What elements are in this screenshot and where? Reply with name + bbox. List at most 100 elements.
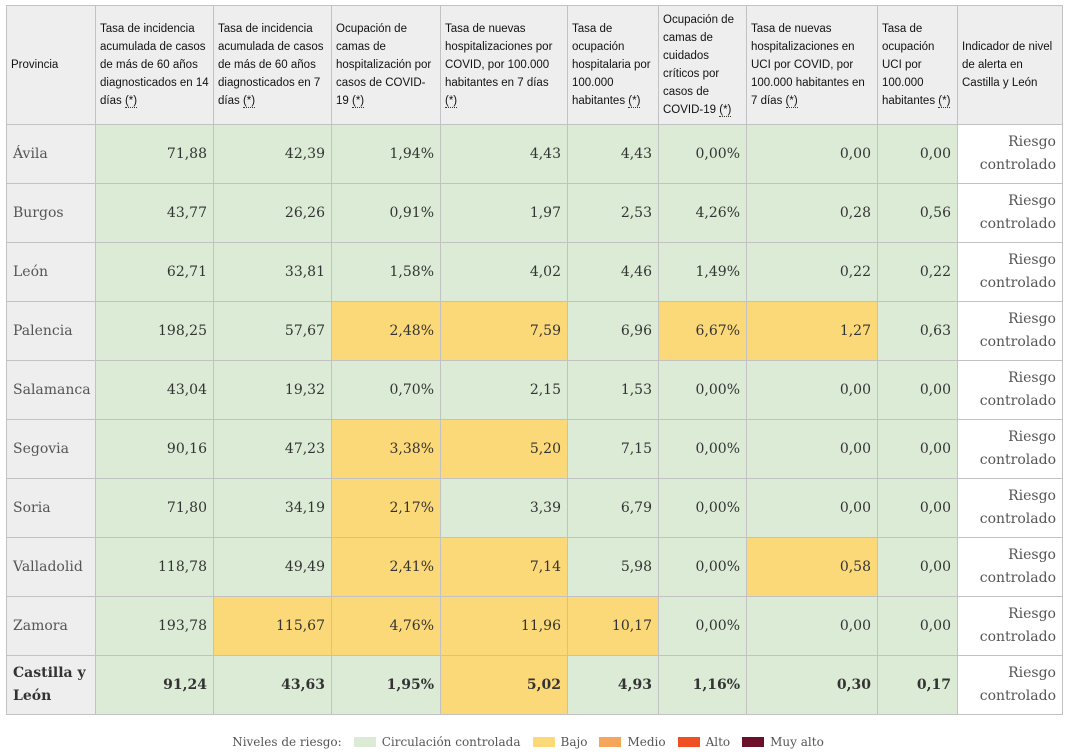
value-cell: 0,00 (746, 124, 878, 184)
value-cell: 1,97 (440, 183, 568, 243)
table-row: Ávila 71,88 42,39 1,94% 4,43 4,43 0,00% 0,00 0,0… (6, 124, 1063, 184)
value-cell: 0,00 (746, 419, 878, 479)
legend-label: Medio (627, 735, 666, 749)
value-cell: 0,00% (658, 360, 747, 420)
value-cell: 5,02 (440, 655, 568, 715)
value-cell: 4,93 (567, 655, 659, 715)
value-cell: 4,43 (440, 124, 568, 184)
value-cell: 90,16 (95, 419, 214, 479)
value-cell: 6,79 (567, 478, 659, 538)
alert-indicator-cell: Riesgo controlado (957, 419, 1063, 479)
table-row: Palencia 198,25 57,67 2,48% 7,59 6,96 6,67% 1,2… (6, 301, 1063, 361)
legend-swatch (742, 737, 765, 747)
value-cell: 6,67% (658, 301, 747, 361)
province-cell: León (6, 242, 96, 302)
value-cell: 91,24 (95, 655, 214, 715)
province-cell: Burgos (6, 183, 96, 243)
footnote-marker[interactable]: (*) (938, 95, 951, 108)
province-cell: Valladolid (6, 537, 96, 597)
value-cell: 0,63 (877, 301, 958, 361)
value-cell: 7,59 (440, 301, 568, 361)
value-cell: 7,14 (440, 537, 568, 597)
value-cell: 43,77 (95, 183, 214, 243)
value-cell: 4,26% (658, 183, 747, 243)
footnote-marker[interactable]: (*) (242, 95, 256, 108)
value-cell: 4,43 (567, 124, 659, 184)
column-header-label: Indicador de nivel de alerta en Castilla… (962, 41, 1053, 89)
footnote-marker[interactable]: (*) (445, 95, 458, 108)
value-cell: 1,58% (331, 242, 441, 302)
alert-indicator-cell: Riesgo controlado (957, 124, 1063, 184)
value-cell: 42,39 (213, 124, 332, 184)
table-row: Segovia 90,16 47,23 3,38% 5,20 7,15 0,00% 0,00 0… (6, 419, 1063, 479)
alert-indicator-cell: Riesgo controlado (957, 360, 1063, 420)
value-cell: 2,15 (440, 360, 568, 420)
value-cell: 19,32 (213, 360, 332, 420)
value-cell: 0,17 (877, 655, 958, 715)
value-cell: 118,78 (95, 537, 214, 597)
value-cell: 47,23 (213, 419, 332, 479)
value-cell: 0,00 (746, 478, 878, 538)
value-cell: 0,28 (746, 183, 878, 243)
column-header: Tasa de ocupación UCI por 100.000 habita… (877, 5, 958, 125)
province-cell: Palencia (6, 301, 96, 361)
column-header: Ocupación de camas de cuidados críticos … (658, 5, 747, 125)
value-cell: 1,94% (331, 124, 441, 184)
value-cell: 0,00 (877, 419, 958, 479)
value-cell: 4,46 (567, 242, 659, 302)
value-cell: 2,53 (567, 183, 659, 243)
legend-swatch (353, 737, 376, 747)
value-cell: 0,00 (877, 537, 958, 597)
value-cell: 71,88 (95, 124, 214, 184)
value-cell: 49,49 (213, 537, 332, 597)
value-cell: 4,76% (331, 596, 441, 656)
value-cell: 34,19 (213, 478, 332, 538)
footnote-marker[interactable]: (*) (124, 95, 138, 108)
legend-item: Bajo (532, 735, 587, 749)
value-cell: 5,20 (440, 419, 568, 479)
province-cell: Soria (6, 478, 96, 538)
legend-label: Alto (705, 735, 731, 749)
column-header: Ocupación de camas de hospitalización po… (331, 5, 441, 125)
table-row: Salamanca 43,04 19,32 0,70% 2,15 1,53 0,00% 0,0… (6, 360, 1063, 420)
legend-swatch (599, 737, 622, 747)
value-cell: 0,00% (658, 596, 747, 656)
value-cell: 0,00% (658, 124, 747, 184)
value-cell: 0,00 (877, 360, 958, 420)
value-cell: 26,26 (213, 183, 332, 243)
value-cell: 57,67 (213, 301, 332, 361)
column-header-label: Ocupación de camas de cuidados críticos … (663, 14, 734, 116)
value-cell: 0,00 (746, 596, 878, 656)
value-cell: 0,00% (658, 537, 747, 597)
table-row-total: Castilla y León 91,24 43,63 1,95% 5,02 4,93 1,… (6, 655, 1063, 715)
value-cell: 0,91% (331, 183, 441, 243)
column-header-label: Tasa de ocupación UCI por 100.000 habita… (882, 23, 939, 107)
footnote-marker[interactable]: (*) (719, 104, 732, 117)
value-cell: 6,96 (567, 301, 659, 361)
legend-swatch (532, 737, 555, 747)
column-header: Tasa de incidencia acumulada de casos de… (213, 5, 332, 125)
province-cell: Zamora (6, 596, 96, 656)
value-cell: 0,30 (746, 655, 878, 715)
value-cell: 43,04 (95, 360, 214, 420)
alert-indicator-cell: Riesgo controlado (957, 478, 1063, 538)
alert-indicator-cell: Riesgo controlado (957, 183, 1063, 243)
footnote-marker[interactable]: (*) (352, 95, 365, 108)
column-header-label: Provincia (11, 59, 59, 71)
value-cell: 1,53 (567, 360, 659, 420)
value-cell: 0,00 (877, 596, 958, 656)
table-row: Burgos 43,77 26,26 0,91% 1,97 2,53 4,26% 0,28 0,… (6, 183, 1063, 243)
footnote-marker[interactable]: (*) (785, 95, 798, 108)
column-header: Tasa de nuevas hospitalizaciones por COV… (440, 5, 568, 125)
value-cell: 2,17% (331, 478, 441, 538)
footnote-marker[interactable]: (*) (628, 95, 641, 108)
column-header: Tasa de ocupación hospitalaria por 100.0… (567, 5, 659, 125)
table-row: Zamora 193,78 115,67 4,76% 11,96 10,17 0,00% 0,… (6, 596, 1063, 656)
alert-indicator-cell: Riesgo controlado (957, 596, 1063, 656)
value-cell: 11,96 (440, 596, 568, 656)
alert-indicator-cell: Riesgo controlado (957, 242, 1063, 302)
table-body: Ávila 71,88 42,39 1,94% 4,43 4,43 0,00% 0,00 0,0… (6, 124, 1063, 715)
value-cell: 0,00 (746, 360, 878, 420)
legend-label: Circulación controlada (381, 735, 521, 749)
column-header: Provincia (6, 5, 96, 125)
